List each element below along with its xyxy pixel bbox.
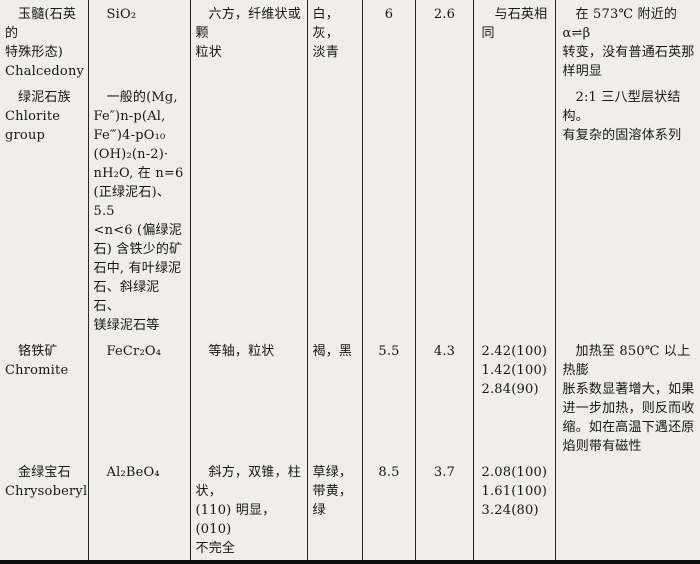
cell-specific-gravity: 3.7 — [415, 458, 474, 562]
cell-color: 白，灰， 淡青 — [307, 0, 363, 83]
cell-crystal-habit: 六方，纤维状或颗 粒状 — [190, 0, 308, 83]
cell-formula: Al₂BeO₄ — [88, 458, 191, 562]
cell-hardness — [362, 83, 416, 337]
cell-dspacing — [473, 83, 556, 337]
cell-formula: FeCr₂O₄ — [88, 337, 191, 458]
cell-mineral-name: 金绿宝石 Chrysoberyl — [0, 458, 89, 562]
table-row-chalcedony: 玉髓(石英的 特殊形态) Chalcedony SiO₂ 六方，纤维状或颗 粒状… — [0, 0, 700, 83]
cell-color — [307, 83, 363, 337]
cell-hardness: 5.5 — [362, 337, 416, 458]
table-row-chromite: 铬铁矿 Chromite FeCr₂O₄ 等轴，粒状 褐，黑 5.5 4.3 2… — [0, 337, 700, 458]
cell-crystal-habit: 等轴，粒状 — [190, 337, 308, 458]
cell-mineral-name: 玉髓(石英的 特殊形态) Chalcedony — [0, 0, 89, 83]
cell-hardness: 8.5 — [362, 458, 416, 562]
cell-specific-gravity: 4.3 — [415, 337, 474, 458]
cell-mineral-name: 绿泥石族 Chlorite group — [0, 83, 89, 337]
cell-specific-gravity — [415, 83, 474, 337]
cell-notes: 在 573℃ 附近的 α⇌β 转变，没有普通石英那 样明显 — [562, 7, 695, 79]
cell-specific-gravity: 2.6 — [415, 0, 474, 83]
cell-notes — [555, 458, 700, 562]
cell-color: 褐，黑 — [307, 337, 363, 458]
cell-notes: 2:1 三八型层状结构。 有复杂的固溶体系列 — [562, 90, 682, 143]
cell-dspacing: 2.08(100) 1.61(100) 3.24(80) — [473, 458, 556, 562]
cell-notes: 加热至 850℃ 以上热膨 胀系数显著增大，如果 进一步加热，则反而收 缩。如在… — [562, 344, 695, 454]
table-row-chlorite: 绿泥石族 Chlorite group 一般的(Mg, Fe″)n-p(Al, … — [0, 83, 700, 337]
cell-formula: SiO₂ — [88, 0, 191, 83]
cell-color: 草绿， 带黄， 绿 — [307, 458, 363, 562]
cell-mineral-name: 铬铁矿 Chromite — [0, 337, 89, 458]
cell-dspacing: 2.42(100) 1.42(100) 2.84(90) — [473, 337, 556, 458]
cell-dspacing: 与石英相 同 — [473, 0, 556, 83]
cell-crystal-habit: 斜方，双锥，柱状， (110) 明显，(010) 不完全 — [190, 458, 308, 562]
cell-hardness: 6 — [362, 0, 416, 83]
cell-crystal-habit — [190, 83, 308, 337]
cell-formula: 一般的(Mg, Fe″)n-p(Al, Fe‴)4-pO₁₀ (OH)₂(n-2… — [88, 83, 191, 337]
table-row-chrysoberyl: 金绿宝石 Chrysoberyl Al₂BeO₄ 斜方，双锥，柱状， (110)… — [0, 458, 700, 562]
